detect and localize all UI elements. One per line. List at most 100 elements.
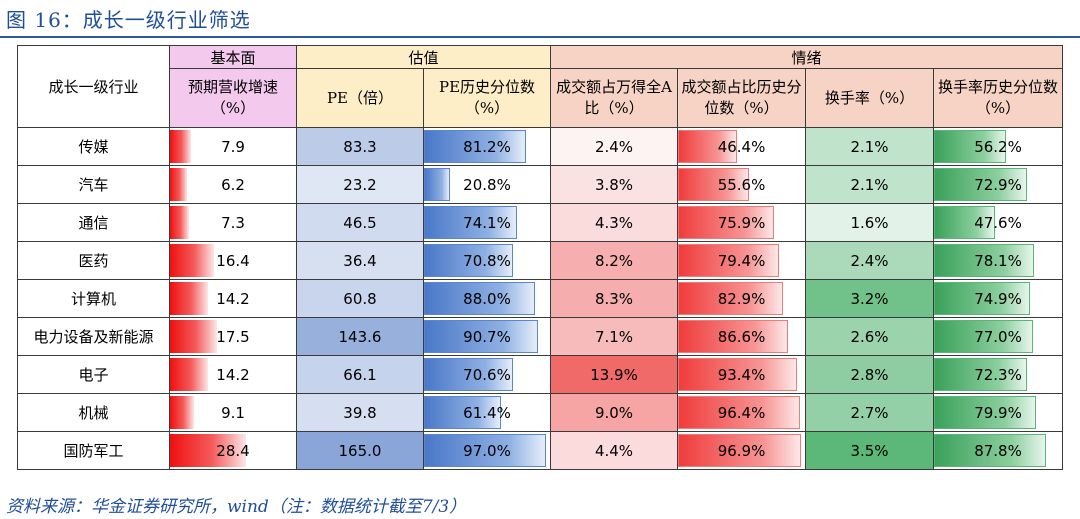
turnover-share-cell-value: 4.3% (594, 213, 634, 232)
header-pe: PE（倍） (296, 68, 424, 128)
revenue-growth-cell-value: 16.4 (216, 251, 250, 270)
turnover-share-cell-value: 13.9% (590, 365, 638, 384)
pe-percentile-cell: 97.0% (422, 431, 552, 470)
turnover-rate-percentile-cell-bar (934, 244, 1034, 277)
revenue-growth-cell-value: 9.1 (221, 403, 245, 422)
turnover-share-percentile-cell-bar (678, 244, 779, 277)
header-industry: 成长一级行业 (17, 45, 170, 128)
pe-cell: 165.0 (296, 431, 424, 470)
turnover-share-cell-value: 3.8% (594, 175, 634, 194)
turnover-share-percentile-cell-value: 75.9% (717, 213, 766, 232)
turnover-share-percentile-cell: 75.9% (677, 203, 807, 242)
turnover-rate-percentile-cell-bar (934, 130, 1006, 163)
turnover-rate-percentile-cell: 72.9% (933, 165, 1064, 204)
turnover-rate-cell-value: 2.1% (850, 175, 889, 194)
turnover-share-cell-value: 8.2% (594, 251, 634, 270)
industry-name-value: 电子 (78, 366, 109, 384)
revenue-growth-cell-bar (170, 244, 214, 277)
revenue-growth-cell-bar (170, 358, 208, 391)
figure-title: 图 16：成长一级行业筛选 (6, 8, 251, 32)
header-pe-percentile: PE历史分位数（%） (422, 68, 552, 128)
turnover-share-cell: 3.8% (550, 165, 679, 204)
revenue-growth-cell: 14.2 (169, 355, 297, 394)
pe-percentile-cell-value: 74.1% (463, 213, 511, 232)
header-turnover-share: 成交额占万得全A比（%） (550, 68, 679, 128)
turnover-share-percentile-cell-value: 86.6% (717, 327, 766, 346)
turnover-rate-percentile-cell: 78.1% (933, 241, 1064, 280)
revenue-growth-cell-value: 28.4 (216, 441, 250, 460)
pe-percentile-cell-bar (424, 320, 539, 353)
turnover-rate-cell-value: 2.4% (850, 251, 889, 270)
turnover-rate-cell: 2.4% (805, 241, 935, 280)
turnover-rate-percentile-cell-bar (934, 396, 1037, 429)
turnover-share-percentile-cell-bar (678, 130, 737, 163)
pe-percentile-cell-bar (424, 206, 518, 239)
turnover-rate-cell-value: 2.8% (850, 365, 889, 384)
turnover-rate-percentile-cell-value: 77.0% (974, 327, 1022, 346)
turnover-rate-percentile-cell: 87.8% (933, 431, 1064, 470)
revenue-growth-cell: 7.9 (169, 127, 297, 166)
turnover-share-cell: 7.1% (550, 317, 679, 356)
turnover-rate-cell: 2.1% (805, 165, 935, 204)
turnover-share-percentile-cell-bar (678, 206, 775, 239)
turnover-rate-percentile-cell: 56.2% (933, 127, 1064, 166)
pe-percentile-cell: 70.8% (422, 241, 552, 280)
header-turnover-rate: 换手率（%） (805, 68, 935, 128)
pe-cell-value: 23.2 (343, 175, 377, 194)
turnover-share-percentile-cell-bar (678, 434, 802, 467)
turnover-share-percentile-cell-value: 93.4% (717, 365, 766, 384)
turnover-share-percentile-cell-value: 79.4% (717, 251, 766, 270)
table-row: 电子 14.2 66.1 70.6% 13.9% 93.4% 2.8% 72.3% (17, 355, 1064, 394)
turnover-share-percentile-cell: 46.4% (677, 127, 807, 166)
turnover-rate-percentile-cell-bar (934, 320, 1033, 353)
pe-percentile-cell: 74.1% (422, 203, 552, 242)
turnover-share-percentile-cell-bar (678, 168, 749, 201)
industry-name-value: 计算机 (70, 290, 116, 308)
pe-percentile-cell-value: 88.0% (463, 289, 511, 308)
turnover-rate-percentile-cell-value: 47.6% (974, 213, 1022, 232)
pe-percentile-cell-value: 70.8% (463, 251, 511, 270)
industry-name-value: 电力设备及新能源 (33, 328, 154, 346)
revenue-growth-cell-value: 14.2 (216, 289, 250, 308)
pe-cell: 39.8 (296, 393, 424, 432)
industry-name: 汽车 (17, 165, 170, 204)
industry-name: 传媒 (17, 127, 170, 166)
table-row: 机械 9.1 39.8 61.4% 9.0% 96.4% 2.7% 79.9% (17, 393, 1064, 432)
turnover-share-percentile-cell: 79.4% (677, 241, 807, 280)
turnover-share-percentile-cell-value: 46.4% (717, 137, 766, 156)
turnover-rate-cell-value: 1.6% (850, 213, 889, 232)
pe-percentile-cell: 90.7% (422, 317, 552, 356)
turnover-rate-percentile-cell-value: 78.1% (974, 251, 1022, 270)
header-revenue-growth: 预期营收增速（%） (169, 68, 297, 128)
turnover-share-percentile-cell: 96.9% (677, 431, 807, 470)
revenue-growth-cell-bar (170, 396, 195, 429)
header-turnover-rate-percentile: 换手率历史分位数（%） (933, 68, 1064, 128)
pe-percentile-cell: 70.6% (422, 355, 552, 394)
pe-percentile-cell-bar (424, 396, 502, 429)
table-row: 通信 7.3 46.5 74.1% 4.3% 75.9% 1.6% 47.6% (17, 203, 1064, 242)
turnover-rate-percentile-cell-value: 87.8% (974, 441, 1022, 460)
pe-percentile-cell-value: 70.6% (463, 365, 511, 384)
pe-cell: 60.8 (296, 279, 424, 318)
pe-cell: 46.5 (296, 203, 424, 242)
industry-name: 通信 (17, 203, 170, 242)
turnover-share-percentile-cell-bar (678, 320, 788, 353)
pe-percentile-cell: 20.8% (422, 165, 552, 204)
pe-percentile-cell-bar (424, 358, 513, 391)
turnover-rate-cell: 2.1% (805, 127, 935, 166)
revenue-growth-cell-bar (170, 282, 208, 315)
pe-cell-value: 39.8 (343, 403, 377, 422)
turnover-share-cell-value: 4.4% (594, 441, 634, 460)
pe-cell: 66.1 (296, 355, 424, 394)
revenue-growth-cell-value: 7.3 (221, 213, 245, 232)
table-row: 电力设备及新能源 17.5 143.6 90.7% 7.1% 86.6% 2.6% 77.0% (17, 317, 1064, 356)
industry-name: 计算机 (17, 279, 170, 318)
turnover-share-cell: 4.3% (550, 203, 679, 242)
turnover-rate-cell-value: 2.1% (850, 137, 889, 156)
revenue-growth-cell: 9.1 (169, 393, 297, 432)
industry-name-value: 汽车 (78, 176, 109, 194)
revenue-growth-cell-value: 6.2 (221, 175, 245, 194)
revenue-growth-cell-value: 7.9 (221, 137, 245, 156)
pe-percentile-cell-value: 97.0% (463, 441, 511, 460)
pe-cell-value: 46.5 (343, 213, 377, 232)
